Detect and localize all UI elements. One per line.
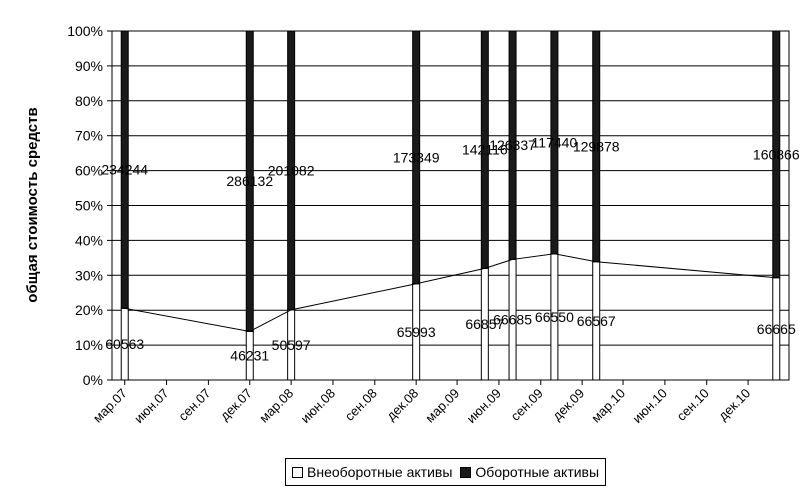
x-tick-label: сен.07 xyxy=(175,386,213,424)
label-current: 142116 xyxy=(462,142,508,158)
x-tick-label: июн.07 xyxy=(131,386,171,426)
legend-swatch-noncurrent xyxy=(292,466,303,478)
data-labels: 60563 234244 46231 286132 50597 201082 65993 17… xyxy=(101,134,799,363)
y-tick-label: 80% xyxy=(75,93,103,109)
y-tick-label: 90% xyxy=(75,58,103,74)
label-noncurrent: 66857 xyxy=(465,316,504,332)
label-noncurrent: 65993 xyxy=(397,324,436,340)
x-tick-label: июн.10 xyxy=(630,386,670,426)
legend-label-noncurrent: Внеоборотные активы xyxy=(307,464,453,480)
x-tick-label: мар.10 xyxy=(588,386,628,426)
gridlines xyxy=(112,30,789,381)
label-noncurrent: 50597 xyxy=(272,337,311,353)
y-tick-label: 40% xyxy=(75,232,103,248)
x-tick-label: дек.09 xyxy=(549,386,587,424)
label-current: 129878 xyxy=(573,138,620,154)
legend-item-noncurrent: Внеоборотные активы xyxy=(292,464,452,480)
x-tick-label: июн.09 xyxy=(464,386,504,426)
y-tick-label: 30% xyxy=(75,267,103,283)
trend-line xyxy=(124,253,777,332)
label-current: 160866 xyxy=(753,146,800,162)
label-noncurrent: 66685 xyxy=(493,312,532,328)
label-noncurrent: 66665 xyxy=(757,321,796,337)
x-tick-label: сен.09 xyxy=(508,386,546,424)
series-line xyxy=(124,253,777,332)
x-tick-label: дек.10 xyxy=(715,386,753,424)
label-noncurrent: 46231 xyxy=(230,348,269,364)
label-current: 117440 xyxy=(532,134,578,150)
x-tick-label: дек.08 xyxy=(383,386,421,424)
label-current: 173349 xyxy=(393,149,440,165)
y-tick-label: 50% xyxy=(75,198,103,214)
label-noncurrent: 66550 xyxy=(535,309,574,325)
x-tick-label: мар.07 xyxy=(90,386,130,426)
y-tick-label: 20% xyxy=(75,302,103,318)
y-tick-label: 70% xyxy=(75,128,103,144)
label-current: 201082 xyxy=(268,162,315,178)
x-tick-label: сен.10 xyxy=(674,386,712,424)
y-axis-label: общая стоимость средств xyxy=(24,107,41,302)
y-tick-label: 10% xyxy=(75,337,103,353)
label-current: 286132 xyxy=(226,173,273,189)
x-tick-label: мар.09 xyxy=(422,386,462,426)
label-current: 126337 xyxy=(489,137,536,153)
x-tick-label: дек.07 xyxy=(217,386,255,424)
label-noncurrent: 60563 xyxy=(105,336,144,352)
plot-border xyxy=(111,30,790,381)
x-tick-label: июн.08 xyxy=(298,386,338,426)
y-tick-label: 0% xyxy=(83,372,103,388)
axes: 0%10%20%30%40%50%60%70%80%90%100%мар.07 и… xyxy=(67,23,790,426)
legend: Внеоборотные активы Оборотные активы xyxy=(285,458,607,486)
y-tick-label: 100% xyxy=(67,23,103,39)
x-tick-label: сен.08 xyxy=(342,386,380,424)
bars xyxy=(120,30,781,381)
legend-swatch-current xyxy=(460,466,472,478)
label-current: 234244 xyxy=(101,162,148,178)
legend-item-current: Оборотные активы xyxy=(460,464,599,480)
label-noncurrent: 66567 xyxy=(577,313,616,329)
y-tick-label: 60% xyxy=(75,163,103,179)
x-tick-label: мар.08 xyxy=(256,386,296,426)
legend-label-current: Оборотные активы xyxy=(475,464,600,480)
